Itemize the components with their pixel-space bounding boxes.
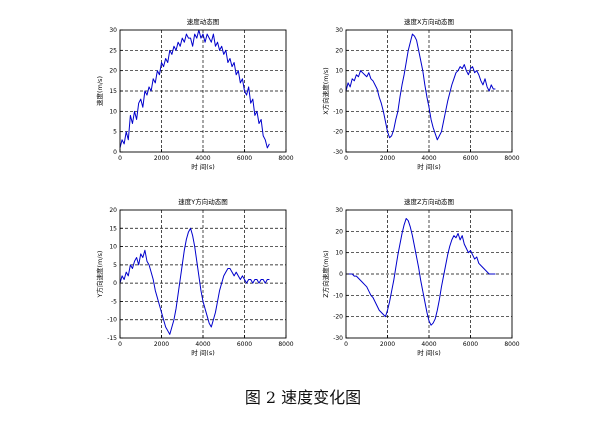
y-tick-label: 15 [109,225,117,232]
x-tick-label: 0 [118,341,122,348]
y-tick-label: -30 [333,149,343,156]
y-tick-label: 0 [339,271,343,278]
x-tick-label: 6000 [237,341,252,348]
y-tick-label: 30 [335,27,343,34]
y-tick-label: 30 [335,207,343,214]
y-tick-label: -20 [333,129,343,136]
series-line [346,218,496,326]
x-tick-label: 4000 [421,155,436,162]
plot-area [120,210,286,338]
x-tick-label: 8000 [278,155,293,162]
y-axis-label: Y方向速度(m/s) [95,251,104,299]
y-tick-label: 0 [113,149,117,156]
x-tick-label: 0 [118,155,122,162]
y-tick-label: -30 [333,335,343,342]
y-tick-label: 15 [109,88,117,95]
y-tick-label: 10 [109,244,117,251]
x-axis-label: 时 间(s) [417,348,441,357]
x-tick-label: 4000 [195,341,210,348]
y-tick-label: 5 [113,129,117,136]
y-tick-label: 20 [335,47,343,54]
y-tick-label: -10 [333,292,343,299]
chart-title: 速度动态图 [187,17,220,26]
x-tick-label: 8000 [504,155,519,162]
x-tick-label: 6000 [237,155,252,162]
y-tick-label: 0 [339,88,343,95]
figure-caption: 图 2 速度变化图 [244,388,362,407]
chart-title: 速度Z方向动态图 [404,197,454,206]
x-tick-label: 8000 [504,341,519,348]
y-tick-label: 20 [109,207,117,214]
y-tick-label: -15 [107,335,117,342]
x-tick-label: 2000 [154,341,169,348]
y-tick-label: -10 [333,108,343,115]
chart-panel-3: 0 2000 4000 6000 8000 -15 -10 -5 0 5 10 15 20 速度Y方向动态… [95,197,294,357]
x-tick-label: 2000 [154,155,169,162]
y-tick-label: 20 [109,68,117,75]
x-tick-label: 6000 [463,341,478,348]
series-line [119,227,270,335]
y-tick-label: 10 [335,250,343,257]
y-tick-label: -5 [111,298,117,305]
x-tick-label: 6000 [463,155,478,162]
y-tick-label: 5 [113,262,117,269]
x-tick-label: 0 [344,155,348,162]
y-tick-label: 25 [109,47,117,54]
x-tick-label: 4000 [421,341,436,348]
series-line [345,33,496,141]
y-tick-label: -10 [107,317,117,324]
x-axis-label: 时 间(s) [191,348,215,357]
y-axis-label: X方向速度(m/s) [321,67,330,114]
x-tick-label: 2000 [380,341,395,348]
x-tick-label: 4000 [195,155,210,162]
chart-title: 速度X方向动态图 [404,17,454,26]
chart-panel-4: 0 2000 4000 6000 8000 -30 -20 -10 0 10 20 30 速度Z方向动态… [321,197,520,357]
x-axis-label: 时 间(s) [417,162,441,171]
chart-title: 速度Y方向动态图 [178,197,227,206]
x-tick-label: 0 [344,341,348,348]
y-axis-label: Z方向速度(m/s) [321,250,330,297]
y-axis-label: 速度(m/s) [95,76,104,106]
y-tick-label: 30 [109,27,117,34]
x-tick-label: 2000 [380,155,395,162]
y-tick-label: -20 [333,314,343,321]
x-axis-label: 时 间(s) [191,162,215,171]
y-tick-label: 10 [109,108,117,115]
x-tick-label: 8000 [278,341,293,348]
chart-panel-2: 0 2000 4000 6000 8000 -30 -20 -10 0 10 20 30 速度X方向动态… [321,17,520,171]
y-tick-label: 10 [335,68,343,75]
series-line [119,29,270,149]
y-tick-label: 20 [335,228,343,235]
y-tick-label: 0 [113,280,117,287]
